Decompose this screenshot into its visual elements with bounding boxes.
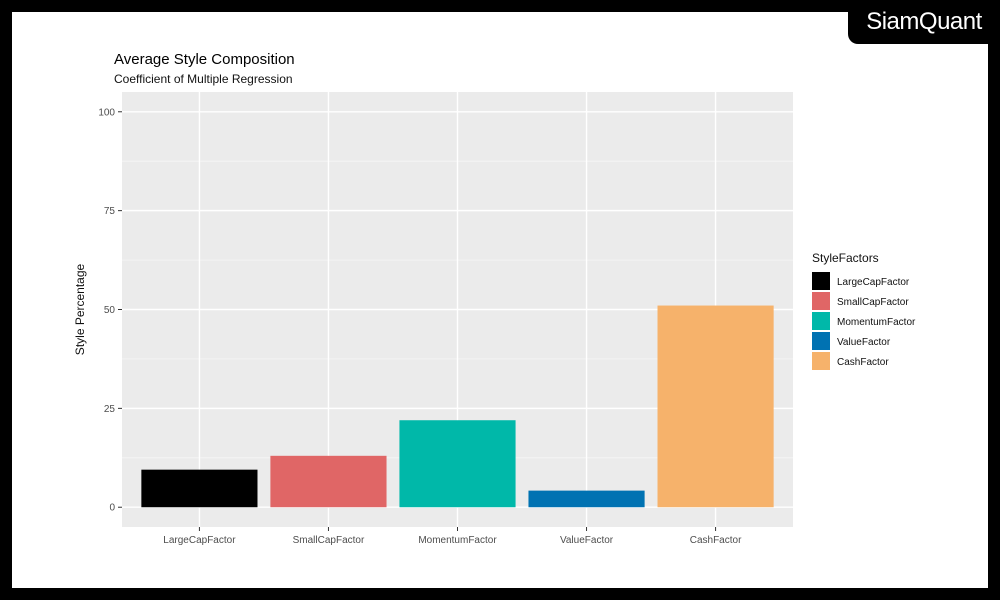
y-axis-label: Style Percentage (73, 263, 87, 355)
legend-label: MomentumFactor (837, 317, 916, 328)
chart-card: Average Style Composition Coefficient of … (12, 12, 988, 588)
x-tick-label: MomentumFactor (418, 535, 497, 546)
legend-key-valuefactor (812, 332, 830, 350)
x-tick-label: CashFactor (690, 535, 742, 546)
chart-title: Average Style Composition (114, 51, 295, 68)
chart-subtitle: Coefficient of Multiple Regression (114, 72, 293, 86)
y-tick-label: 50 (104, 305, 116, 316)
bar-cashfactor (657, 305, 774, 508)
legend-label: ValueFactor (837, 337, 891, 348)
bar-momentumfactor (399, 420, 516, 508)
legend-key-cashfactor (812, 352, 830, 370)
legend-label: SmallCapFactor (837, 297, 909, 308)
legend-key-momentumfactor (812, 312, 830, 330)
brand-name: SiamQuant (866, 8, 982, 35)
x-tick-label: LargeCapFactor (163, 535, 236, 546)
y-tick-label: 0 (109, 503, 115, 514)
y-tick-label: 75 (104, 206, 116, 217)
bar-valuefactor (528, 490, 645, 508)
legend-label: LargeCapFactor (837, 277, 910, 288)
legend-label: CashFactor (837, 357, 889, 368)
chart-svg: Average Style Composition Coefficient of … (73, 51, 916, 546)
x-tick-label: ValueFactor (560, 535, 614, 546)
legend-key-largecapfactor (812, 272, 830, 290)
x-tick-label: SmallCapFactor (293, 535, 365, 546)
y-tick-label: 100 (98, 107, 115, 118)
bar-largecapfactor (141, 469, 258, 508)
legend-title: StyleFactors (812, 251, 879, 265)
brand-logo: SiamQuant (848, 0, 1000, 44)
bar-smallcapfactor (270, 455, 387, 508)
legend-key-smallcapfactor (812, 292, 830, 310)
y-tick-label: 25 (104, 404, 116, 415)
